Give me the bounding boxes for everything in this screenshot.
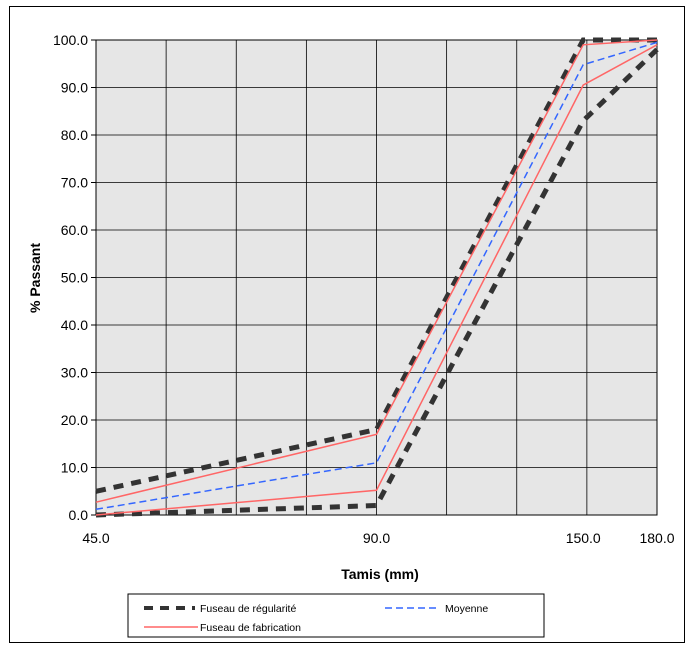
y-tick-label: 20.0 bbox=[61, 412, 88, 428]
x-axis-title: Tamis (mm) bbox=[341, 566, 419, 582]
chart-frame: 0.0 10.0 20.0 30.0 40.0 50.0 60.0 70.0 80.0 90.0 1… bbox=[9, 6, 685, 643]
y-axis-title: % Passant bbox=[27, 243, 43, 313]
legend-box bbox=[127, 593, 545, 638]
legend: Fuseau de régularité Moyenne Fuseau de f… bbox=[127, 593, 545, 638]
series-line-2 bbox=[95, 41, 658, 511]
x-tick-label: 45.0 bbox=[82, 530, 109, 546]
y-tick-label: 10.0 bbox=[61, 460, 88, 476]
legend-label-moyenne: Moyenne bbox=[445, 603, 488, 615]
y-tick-label: 80.0 bbox=[61, 127, 88, 143]
y-tick-labels: 0.0 10.0 20.0 30.0 40.0 50.0 60.0 70.0 80.0 90.0 1… bbox=[53, 32, 96, 523]
y-tick-label: 60.0 bbox=[61, 222, 88, 238]
gridlines bbox=[95, 39, 658, 516]
x-tick-label: 180.0 bbox=[639, 530, 674, 546]
y-tick-label: 50.0 bbox=[61, 270, 88, 286]
series-line-0 bbox=[95, 37, 657, 494]
x-tick-label: 150.0 bbox=[566, 530, 601, 546]
legend-label-regularite: Fuseau de régularité bbox=[200, 603, 296, 615]
y-tick-label: 0.0 bbox=[69, 507, 89, 523]
series-layer bbox=[95, 37, 659, 518]
series-line-4 bbox=[95, 44, 658, 516]
chart-svg: 0.0 10.0 20.0 30.0 40.0 50.0 60.0 70.0 80.0 90.0 1… bbox=[27, 32, 675, 638]
y-tick-label: 30.0 bbox=[61, 365, 88, 381]
y-tick-label: 70.0 bbox=[61, 175, 88, 191]
y-tick-label: 40.0 bbox=[61, 317, 88, 333]
legend-label-fabrication: Fuseau de fabrication bbox=[200, 622, 301, 634]
y-tick-label: 90.0 bbox=[61, 80, 88, 96]
series-line-3 bbox=[95, 39, 658, 503]
x-tick-labels: 45.0 90.0 150.0 180.0 bbox=[82, 530, 674, 546]
y-tick-label: 100.0 bbox=[53, 32, 88, 48]
x-tick-label: 90.0 bbox=[363, 530, 390, 546]
